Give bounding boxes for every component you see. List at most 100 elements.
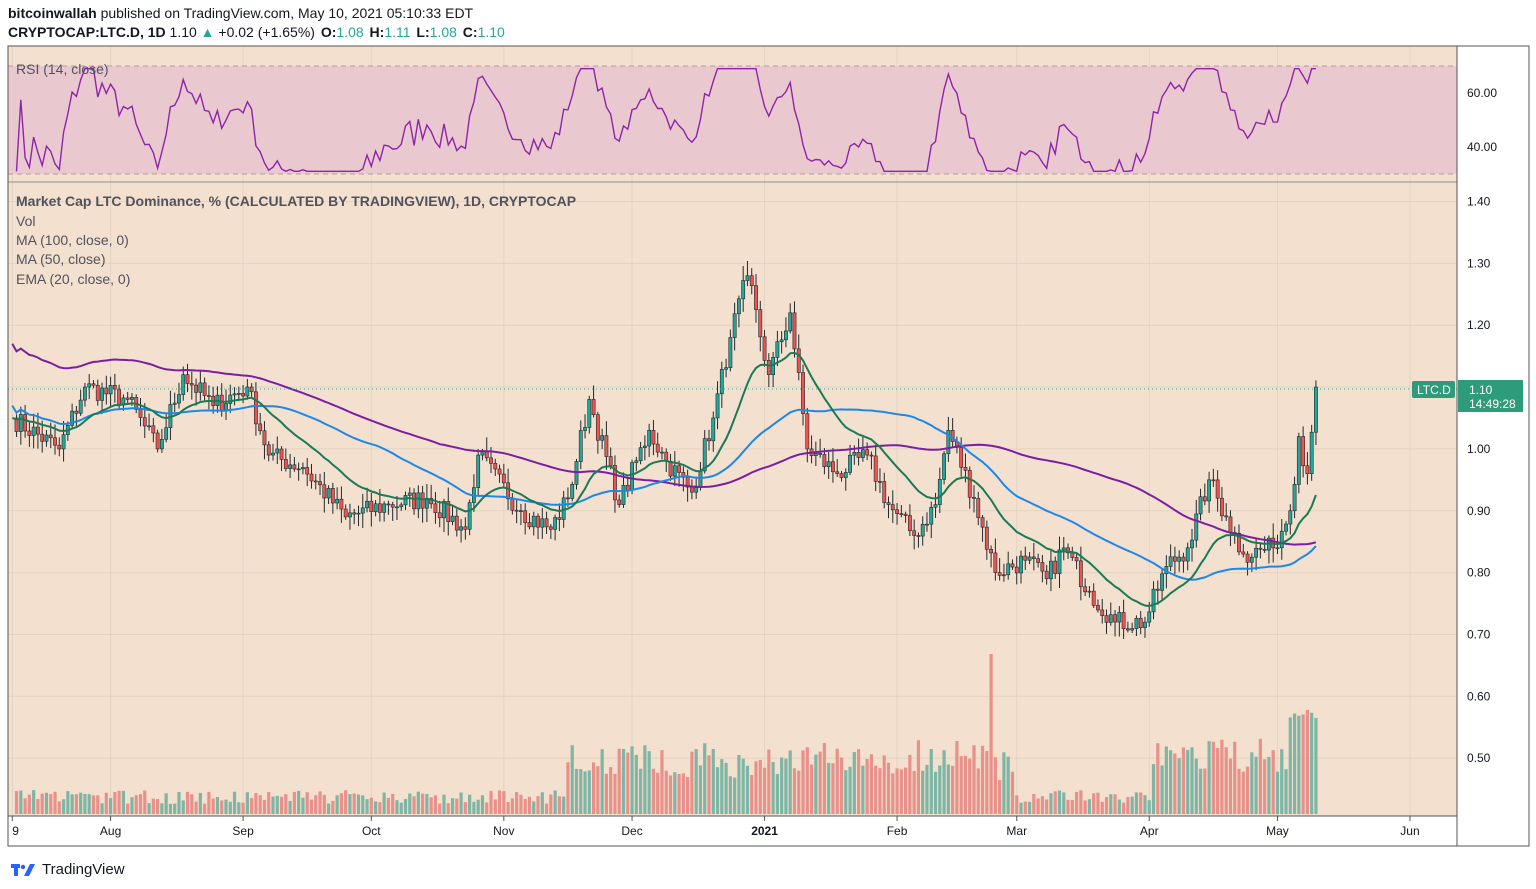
volume-bar (1113, 794, 1117, 814)
candle-body (142, 417, 147, 427)
volume-bar (1074, 791, 1079, 814)
legend-ema20[interactable]: EMA (20, close, 0) (16, 271, 130, 287)
moving-averages (11, 343, 1317, 608)
candle-body (1190, 539, 1194, 549)
volume-bar (762, 767, 767, 814)
candle-body (1061, 547, 1066, 551)
volume-bar (886, 762, 891, 814)
price-tick-label: 0.50 (1467, 751, 1491, 765)
volume-bar (767, 749, 771, 814)
volume-bar (1288, 717, 1292, 814)
candle-body (1194, 513, 1199, 541)
candle-body (771, 357, 776, 375)
volume-bar (425, 794, 429, 814)
volume-bar (993, 757, 997, 814)
volume-bar (856, 749, 861, 814)
volume-bar (1164, 746, 1168, 814)
candle-body (40, 433, 45, 442)
volume-bar (134, 795, 138, 814)
volume-bar (621, 748, 626, 814)
author-name[interactable]: bitcoinwallah (8, 5, 97, 21)
candle-body (279, 448, 284, 460)
candle-body (890, 504, 895, 511)
candle-body (865, 449, 870, 456)
price-pane-title[interactable]: Market Cap LTC Dominance, % (CALCULATED … (16, 193, 576, 209)
volume-bar (275, 795, 279, 814)
candle-body (399, 504, 404, 508)
volume-bar (476, 799, 480, 814)
candle-body (1228, 516, 1233, 533)
candle-body (852, 452, 857, 456)
volume-bar (1305, 710, 1309, 814)
volume-bar (570, 745, 574, 814)
volume-bar (271, 796, 275, 814)
volume-bar (1254, 756, 1258, 814)
candle-body (112, 385, 117, 390)
volume-bar (596, 766, 600, 814)
candle-body (651, 430, 656, 445)
candle-body (1031, 556, 1036, 559)
candle-body (779, 339, 784, 342)
candle-body (95, 384, 100, 401)
volume-bar (1117, 799, 1121, 814)
candle-body (826, 461, 831, 467)
volume-bar (1066, 799, 1070, 814)
candle-body (544, 518, 549, 528)
volume-bar (108, 798, 113, 814)
volume-bar (1015, 795, 1019, 814)
candle-body (1143, 621, 1147, 628)
candle-body (839, 473, 844, 478)
candle-body (694, 487, 699, 493)
candle-body (104, 387, 109, 395)
candle-body (907, 515, 912, 532)
candle-body (668, 460, 673, 477)
volume-bar (241, 802, 245, 814)
volume-bar (617, 748, 621, 814)
rsi-band (8, 66, 1457, 174)
tradingview-brand[interactable]: TradingView (42, 860, 125, 878)
price-change: +0.02 (+1.65%) (218, 24, 315, 40)
volume-bar (318, 791, 322, 814)
symbol-label[interactable]: CRYPTOCAP:LTC.D, 1D (8, 24, 166, 40)
time-tick-label: Feb (887, 824, 908, 838)
candle-body (412, 492, 416, 510)
volume-bar (373, 801, 378, 814)
price-axis-ticks: 1.40 1.30 1.20 1.10 1.00 0.90 0.80 0.70 0.60 0.50 (1467, 195, 1491, 766)
legend-vol[interactable]: Vol (16, 213, 35, 229)
volume-bar (352, 793, 356, 814)
candle-body (23, 414, 27, 432)
candle-body (959, 447, 964, 468)
candle-body (493, 463, 498, 470)
volume-bar (1057, 790, 1062, 814)
time-tick-label: Aug (100, 824, 121, 838)
volume-bar (788, 750, 792, 814)
price-tick-label: 0.80 (1467, 566, 1491, 580)
candle-body (454, 515, 459, 531)
candle-body (929, 506, 934, 525)
legend-ma50[interactable]: MA (50, close) (16, 251, 105, 267)
volume-bar (382, 792, 386, 814)
candle-body (557, 517, 562, 520)
volume-bar (1036, 798, 1040, 814)
time-tick-label: Mar (1006, 824, 1027, 838)
candle-body (1019, 555, 1023, 574)
rsi-pane-label[interactable]: RSI (14, close) (16, 61, 109, 77)
tradingview-logo-icon[interactable] (10, 861, 36, 877)
candle-body (330, 488, 335, 504)
symbol-line: CRYPTOCAP:LTC.D, 1D 1.10 ▲ +0.02 (+1.65%… (8, 22, 1508, 42)
volume-bar (1181, 747, 1186, 814)
candle-body (100, 387, 104, 401)
candle-body (822, 454, 827, 467)
candle-body (416, 492, 421, 510)
volume-bar (1134, 792, 1139, 814)
volume-bar (720, 759, 724, 814)
legend-ma100[interactable]: MA (100, close, 0) (16, 232, 129, 248)
volume-bar (74, 794, 78, 814)
candle-body (895, 509, 899, 514)
candle-body (365, 500, 369, 509)
volume-bar (1173, 753, 1177, 814)
candle-body (343, 508, 348, 518)
volume-bar (438, 803, 442, 814)
volume-bar (44, 792, 49, 814)
